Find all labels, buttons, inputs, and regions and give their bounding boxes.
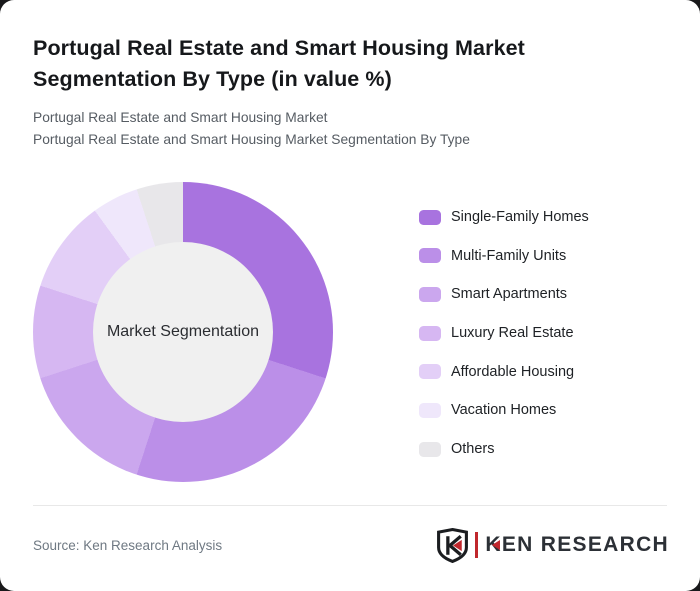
- legend-item-affordable-housing[interactable]: Affordable Housing: [419, 364, 589, 380]
- legend-label: Multi-Family Units: [451, 247, 567, 264]
- legend-swatch-icon: [419, 286, 441, 302]
- chart-title: Portugal Real Estate and Smart Housing M…: [33, 33, 525, 95]
- red-triangle-icon: [492, 540, 501, 550]
- legend-item-single-family-homes[interactable]: Single-Family Homes: [419, 209, 589, 225]
- legend-item-others[interactable]: Others: [419, 441, 589, 457]
- donut-center-label: Market Segmentation: [106, 323, 260, 340]
- legend-label: Affordable Housing: [451, 363, 575, 380]
- legend-item-smart-apartments[interactable]: Smart Apartments: [419, 286, 589, 302]
- logo-wordmark: K EN RESEARCH: [485, 533, 669, 557]
- legend-item-multi-family-units[interactable]: Multi-Family Units: [419, 248, 589, 264]
- chart-subtitle-line1: Portugal Real Estate and Smart Housing M…: [33, 110, 328, 125]
- legend: Single-Family Homes Multi-Family Units S…: [419, 209, 589, 457]
- logo-wordmark-k: K: [485, 533, 502, 556]
- legend-swatch-icon: [419, 364, 441, 380]
- donut-chart: Market Segmentation: [33, 182, 333, 482]
- chart-title-line1: Portugal Real Estate and Smart Housing M…: [33, 36, 525, 60]
- legend-swatch-icon: [419, 441, 441, 457]
- legend-label: Others: [451, 441, 495, 458]
- legend-label: Vacation Homes: [451, 402, 557, 419]
- logo-separator: [475, 532, 479, 558]
- legend-label: Smart Apartments: [451, 286, 568, 303]
- source-text: Source: Ken Research Analysis: [33, 538, 223, 553]
- chart-subtitle-line2: Portugal Real Estate and Smart Housing M…: [33, 131, 470, 147]
- chart-title-line2: Segmentation By Type (in value %): [33, 67, 392, 91]
- legend-swatch-icon: [419, 325, 441, 341]
- legend-swatch-icon: [419, 248, 441, 264]
- legend-item-luxury-real-estate[interactable]: Luxury Real Estate: [419, 325, 589, 341]
- legend-item-vacation-homes[interactable]: Vacation Homes: [419, 402, 589, 418]
- legend-label: Single-Family Homes: [451, 209, 589, 225]
- ken-research-logo: K EN RESEARCH: [437, 527, 669, 563]
- chart-subtitle: Portugal Real Estate and Smart Housing M…: [33, 107, 470, 150]
- donut-hole: Market Segmentation: [93, 242, 273, 422]
- footer-divider: [33, 505, 667, 506]
- legend-swatch-icon: [419, 209, 441, 225]
- logo-wordmark-rest: EN RESEARCH: [501, 533, 669, 556]
- legend-label: Luxury Real Estate: [451, 325, 574, 342]
- legend-swatch-icon: [419, 402, 441, 418]
- ken-research-shield-icon: [437, 527, 469, 563]
